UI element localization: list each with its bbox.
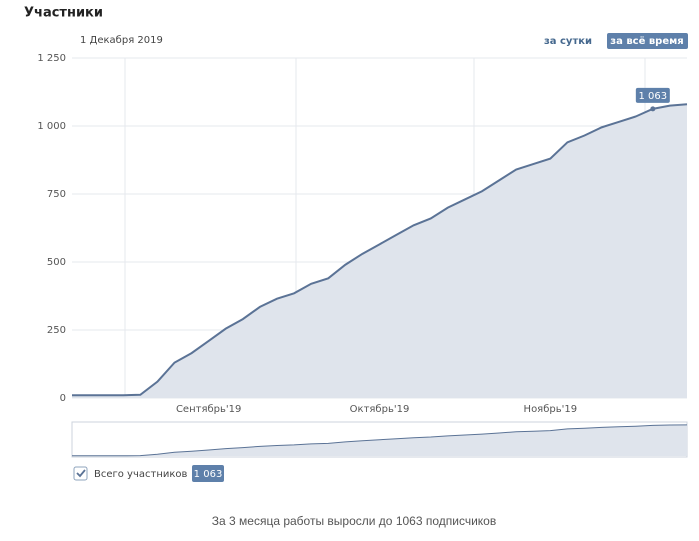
- y-tick-label: 500: [47, 257, 66, 268]
- caption: За 3 месяца работы выросли до 1063 подпи…: [212, 514, 496, 528]
- navigator-line: [72, 424, 688, 457]
- legend-badge: 1 063: [194, 469, 223, 480]
- y-tick-label: 0: [60, 393, 66, 404]
- period-button[interactable]: за всё время: [610, 35, 683, 47]
- x-tick-label: Ноябрь'19: [524, 404, 578, 415]
- navigator-fill: [72, 424, 687, 456]
- x-tick-label: Октябрь'19: [350, 404, 410, 415]
- area-line: [72, 103, 688, 397]
- tooltip-bg: [635, 87, 670, 103]
- date-label: 1 Декабря 2019: [80, 35, 163, 46]
- y-tick-label: 250: [47, 325, 66, 336]
- y-tick-label: 1 250: [37, 53, 66, 64]
- x-tick-label: Сентябрь'19: [176, 404, 241, 415]
- legend-label[interactable]: Всего участников: [94, 469, 188, 480]
- highlight-point: [650, 106, 656, 112]
- y-tick-label: 750: [47, 189, 66, 200]
- checkmark: [76, 469, 86, 478]
- checkbox[interactable]: [73, 466, 88, 481]
- period-button[interactable]: за сутки: [544, 36, 592, 47]
- tooltip: 1 063: [639, 91, 668, 102]
- period-button-bg[interactable]: [607, 33, 688, 49]
- chart-title: Участники: [24, 6, 103, 21]
- legend-badge-bg: [192, 465, 224, 482]
- y-tick-label: 1 000: [37, 121, 66, 132]
- area-fill: [72, 104, 687, 399]
